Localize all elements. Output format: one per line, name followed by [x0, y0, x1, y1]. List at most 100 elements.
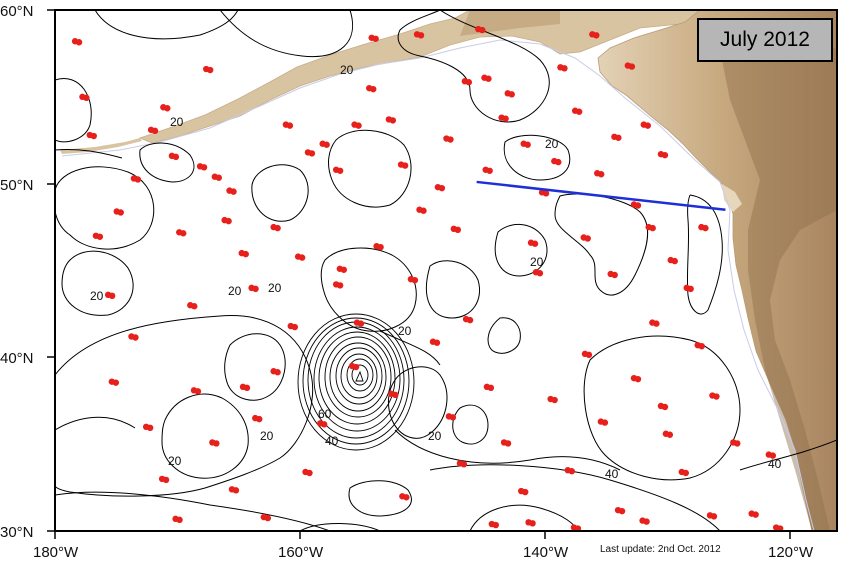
float-marker [340, 266, 348, 273]
float-marker [417, 32, 425, 39]
float-marker [180, 230, 187, 237]
contour-label: 20 [170, 115, 184, 129]
float-marker [661, 403, 669, 411]
float-marker [529, 520, 536, 527]
coastal-mountains [720, 20, 837, 531]
x-tick-label: 160°W [278, 544, 324, 561]
float-marker [734, 440, 741, 447]
float-marker [403, 494, 410, 501]
float-marker [615, 134, 622, 141]
contour-label: 20 [340, 63, 354, 77]
float-marker [90, 132, 97, 140]
update-note: Last update: 2nd Oct. 2012 [600, 544, 721, 555]
float-marker [230, 188, 237, 195]
float-marker [634, 375, 642, 383]
axis-ticks [47, 9, 791, 539]
float-marker [433, 339, 441, 346]
float-marker [200, 164, 208, 171]
float-marker [465, 79, 473, 86]
contour-label: 20 [428, 429, 442, 443]
float-marker [551, 396, 558, 404]
float-marker [769, 452, 777, 459]
contour-label: 20 [545, 137, 559, 151]
float-marker [682, 469, 689, 477]
float-marker [306, 469, 313, 477]
float-marker [357, 320, 365, 327]
float-marker [134, 176, 142, 183]
contour-label: 20 [530, 255, 544, 269]
float-marker [486, 167, 493, 174]
contour-lines [55, 10, 837, 531]
x-tick-label: 180°W [33, 544, 79, 561]
float-marker [146, 424, 154, 431]
float-marker [628, 63, 636, 70]
float-marker [584, 235, 591, 242]
float-marker [243, 384, 251, 392]
contour-label: 40 [325, 434, 339, 448]
float-marker [666, 431, 674, 438]
float-marker [593, 32, 600, 39]
float-marker [449, 414, 457, 421]
float-marker [555, 158, 562, 166]
float-marker [291, 323, 298, 331]
float-marker [460, 461, 468, 468]
float-marker [323, 141, 330, 148]
float-marker [96, 233, 104, 240]
float-marker [485, 75, 492, 82]
float-marker [372, 35, 379, 42]
float-marker [575, 108, 583, 115]
float-marker [524, 141, 531, 148]
float-marker [274, 224, 281, 232]
float-marker [644, 122, 651, 129]
float-marker [574, 525, 582, 531]
y-tick-label: 40°N [0, 350, 34, 367]
float-marker [83, 94, 90, 102]
alaska-peninsula [138, 10, 701, 144]
contour-label: 60 [318, 407, 332, 421]
float-marker [264, 514, 272, 522]
float-marker [370, 85, 377, 93]
float-marker [710, 513, 718, 520]
float-marker [487, 384, 495, 392]
float-marker [508, 91, 515, 98]
contour-label: 20 [260, 429, 274, 443]
float-marker [225, 217, 232, 225]
float-marker [392, 391, 399, 399]
float-marker [117, 209, 124, 216]
y-tick-label: 50°N [0, 177, 34, 194]
float-marker [176, 516, 183, 524]
float-marker [447, 136, 454, 143]
float-marker [151, 127, 159, 135]
float-marker [274, 369, 281, 376]
float-marker [162, 476, 170, 484]
float-marker [352, 363, 360, 371]
float-marker [671, 257, 678, 265]
float-marker [232, 487, 240, 494]
float-marker [661, 151, 669, 159]
float-marker [112, 379, 120, 386]
float-marker [752, 511, 759, 518]
float-marker [536, 270, 544, 277]
float-marker [389, 117, 397, 124]
x-tick-label: 120°W [768, 544, 814, 561]
float-marker [601, 419, 609, 426]
float-marker [242, 250, 249, 258]
float-marker [598, 171, 605, 178]
float-marker [618, 507, 626, 515]
contour-label: 20 [168, 454, 182, 468]
contour-label-group: 20 20 20 20 20 20 20 20 20 20 40 40 40 6… [90, 63, 782, 481]
float-marker [479, 26, 486, 34]
float-marker [522, 488, 529, 496]
float-marker [194, 388, 202, 395]
y-tick-label: 30°N [0, 524, 34, 541]
float-marker [252, 285, 259, 293]
float-marker [213, 440, 220, 447]
float-marker [454, 226, 462, 234]
float-markers [71, 25, 784, 531]
float-marker [75, 39, 83, 46]
float-marker [653, 320, 660, 327]
vancouver-island [722, 184, 742, 212]
float-marker [286, 122, 294, 129]
float-marker [649, 224, 656, 232]
float-marker [401, 162, 409, 169]
